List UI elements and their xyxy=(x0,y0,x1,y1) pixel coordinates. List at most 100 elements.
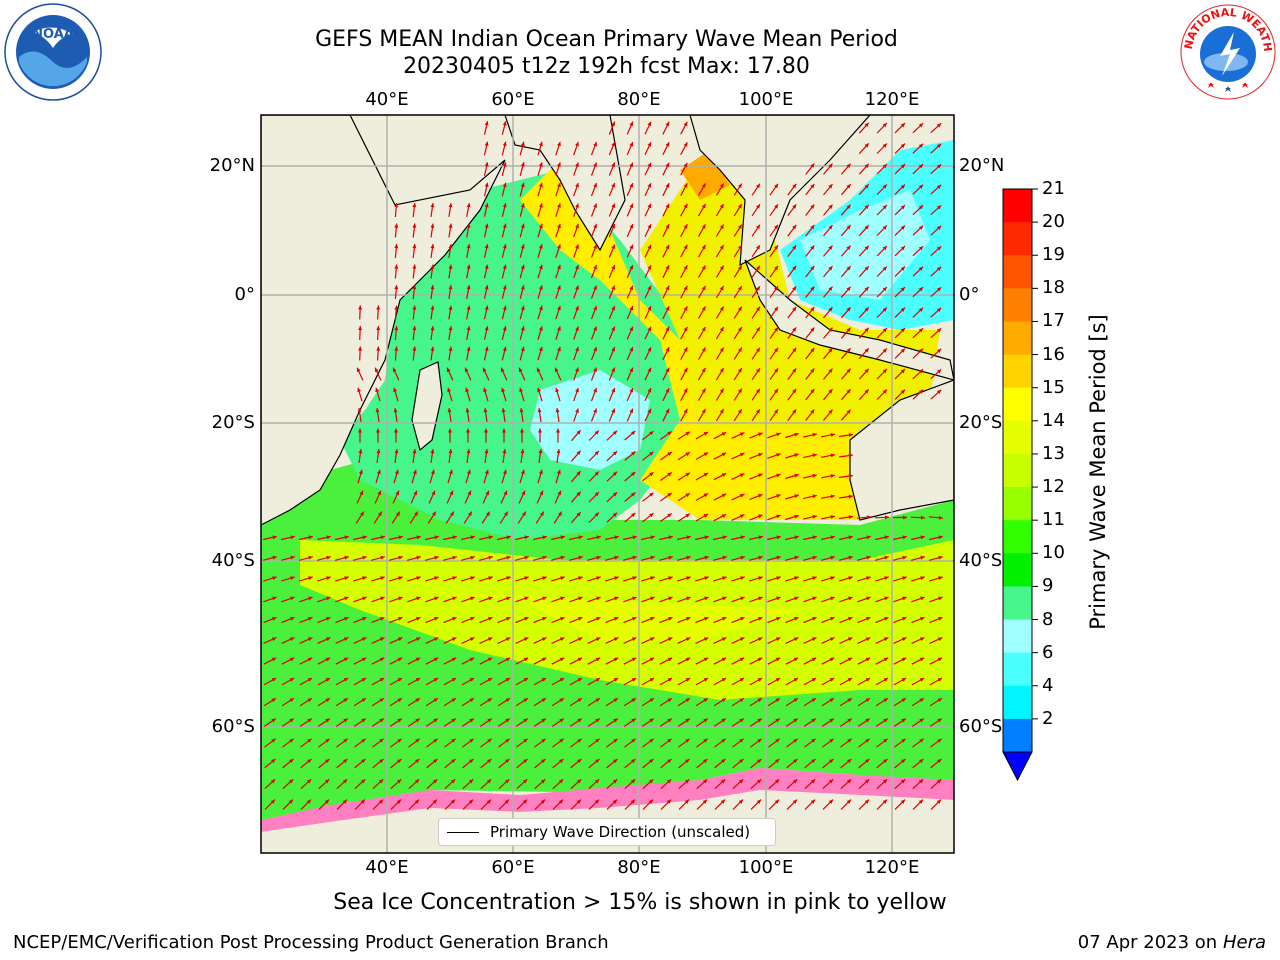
wave-arrow-head xyxy=(632,596,637,601)
wave-arrow-head xyxy=(593,408,597,413)
wave-arrow-head xyxy=(630,492,636,497)
wave-arrow-head xyxy=(683,244,688,250)
colorbar-block xyxy=(1003,520,1032,554)
wave-arrow-head xyxy=(848,494,853,499)
grid-lines xyxy=(261,115,954,853)
wave-arrow-head xyxy=(846,389,851,394)
wave-arrow-head xyxy=(830,453,835,458)
wave-arrow-head xyxy=(538,469,543,475)
wave-arrow-head xyxy=(739,452,745,457)
wave-arrow-head xyxy=(901,657,907,662)
wave-arrow-head xyxy=(683,285,688,291)
wave-arrow-head xyxy=(376,449,381,454)
colorbar-label: 19 xyxy=(1042,244,1065,266)
wave-arrow-head xyxy=(884,617,889,621)
wave-arrow-head xyxy=(936,369,942,374)
wave-arrow-head xyxy=(667,759,672,764)
wave-arrow-head xyxy=(524,596,529,601)
wave-arrow-head xyxy=(792,799,798,804)
wave-arrow-head xyxy=(828,163,833,168)
wave-arrow-head xyxy=(631,678,637,682)
ocean-central-lightblue xyxy=(530,370,650,470)
wave-arrow-head xyxy=(647,367,652,373)
wave-arrow-head xyxy=(451,657,457,662)
wave-arrow-head xyxy=(812,596,817,601)
wave-arrow-head xyxy=(828,779,834,784)
wave-arrow-head xyxy=(758,617,763,621)
wave-arrow-head xyxy=(882,286,887,292)
wave-arrow-head xyxy=(360,779,366,784)
wave-arrow-head xyxy=(519,387,524,393)
wave-arrow-head xyxy=(577,657,583,662)
wave-arrow-head xyxy=(576,450,581,456)
wave-arrow-head xyxy=(613,759,618,764)
wave-arrow-head xyxy=(647,265,652,270)
wave-arrow-head xyxy=(613,678,619,682)
wave-arrow-head xyxy=(451,718,456,723)
wave-arrow-head xyxy=(684,779,690,784)
wave-arrow-head xyxy=(412,305,417,310)
wave-arrow-head xyxy=(846,368,851,374)
wave-arrow-head xyxy=(884,535,889,540)
wave-arrow-head xyxy=(484,305,489,310)
wave-arrow-head xyxy=(775,698,780,703)
wave-arrow-head xyxy=(538,285,543,290)
sea-ice-note: Sea Ice Concentration > 15% is shown in … xyxy=(333,890,947,915)
wave-arrow-head xyxy=(776,494,781,498)
wave-arrow-head xyxy=(668,555,673,560)
wave-arrow-head xyxy=(484,346,489,351)
wave-arrow-head xyxy=(703,514,709,518)
wave-arrow-head xyxy=(575,367,579,372)
wave-arrow-head xyxy=(866,555,871,560)
wave-arrow-head xyxy=(520,223,525,229)
wave-arrow-head xyxy=(903,515,907,520)
wave-arrow-head xyxy=(506,596,511,601)
wave-arrow-head xyxy=(379,738,384,743)
wave-arrow-head xyxy=(539,511,544,517)
wave-arrow-head xyxy=(578,555,583,560)
wave-arrow-head xyxy=(701,224,706,229)
wave-arrow-head xyxy=(883,637,889,642)
wave-arrow-head xyxy=(631,657,637,662)
wave-arrow-head xyxy=(758,555,763,560)
wave-arrow-head xyxy=(701,183,706,188)
wave-arrow-head xyxy=(593,264,597,270)
wave-arrow-head xyxy=(918,246,924,251)
wave-arrow-head xyxy=(558,779,564,784)
wave-arrow-head xyxy=(630,471,636,477)
wave-arrow-head xyxy=(740,535,745,540)
wave-arrow-head xyxy=(721,759,726,764)
wave-arrow-head xyxy=(792,224,797,230)
wave-arrow-head xyxy=(576,491,581,497)
wave-arrow-head xyxy=(882,327,887,333)
wave-arrow-head xyxy=(864,307,869,312)
wave-arrow-head xyxy=(539,490,544,496)
colorbar-block xyxy=(1003,453,1032,488)
wave-arrow-head xyxy=(577,718,582,723)
wave-arrow-head xyxy=(811,759,816,764)
wave-arrow-head xyxy=(433,657,439,662)
wave-arrow-head xyxy=(792,265,797,271)
wave-arrow-head xyxy=(774,204,779,209)
wave-arrow-head xyxy=(308,576,313,581)
wave-arrow-head xyxy=(362,555,367,560)
wave-arrow-head xyxy=(884,515,889,520)
wave-arrow-head xyxy=(575,162,579,167)
wave-arrow-head xyxy=(846,225,851,230)
wave-arrow-head xyxy=(792,347,797,353)
wave-arrow-head xyxy=(433,678,439,682)
wave-arrow-head xyxy=(503,490,508,496)
colorbar-block xyxy=(1003,387,1032,422)
wave-arrow-head xyxy=(937,718,942,723)
wave-arrow-head xyxy=(523,738,528,743)
wave-arrow-head xyxy=(721,514,727,518)
wave-arrow-head xyxy=(448,449,453,454)
wave-arrow-head xyxy=(554,367,559,373)
wave-arrow-head xyxy=(774,799,780,804)
wave-arrow-head xyxy=(446,367,451,373)
wave-arrow-head xyxy=(271,718,276,723)
wave-arrow-head xyxy=(900,246,905,251)
wave-arrow-head xyxy=(397,698,402,703)
wave-arrow-head xyxy=(541,678,547,682)
left-tick-60s: 60°S xyxy=(211,716,255,737)
